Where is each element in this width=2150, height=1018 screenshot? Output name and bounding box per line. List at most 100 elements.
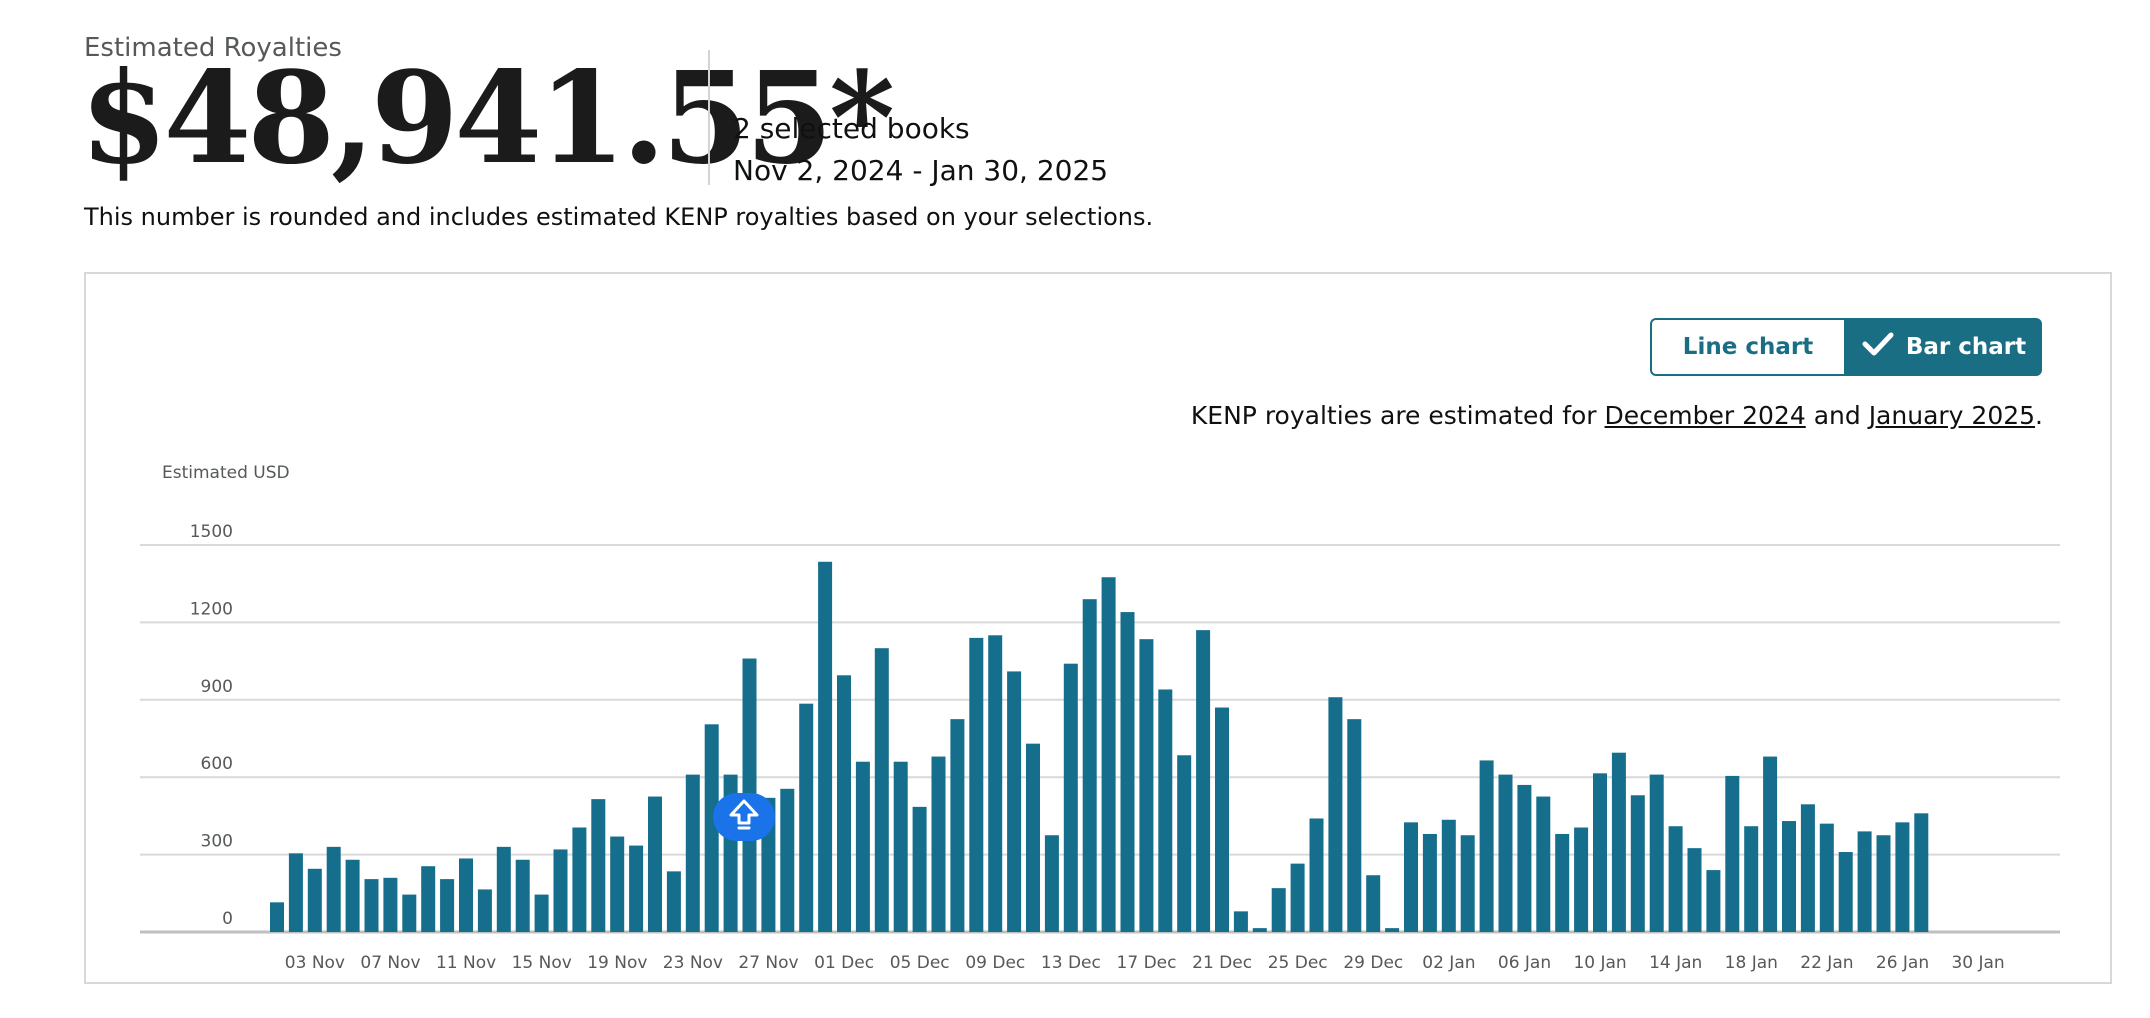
- bar[interactable]: [1026, 743, 1040, 932]
- bar[interactable]: [685, 774, 700, 932]
- bar[interactable]: [1725, 775, 1740, 932]
- bar[interactable]: [704, 724, 719, 932]
- december-2024-link[interactable]: December 2024: [1604, 401, 1806, 430]
- bar[interactable]: [1044, 835, 1059, 932]
- bar-chart-toggle-button[interactable]: Bar chart: [1846, 318, 2042, 376]
- bar[interactable]: [1139, 639, 1154, 932]
- bar[interactable]: [421, 866, 436, 932]
- bar[interactable]: [1385, 928, 1400, 932]
- bar[interactable]: [1158, 689, 1173, 932]
- bar[interactable]: [799, 703, 814, 932]
- bar[interactable]: [931, 756, 946, 932]
- bar[interactable]: [1007, 671, 1022, 932]
- bar[interactable]: [1309, 818, 1324, 932]
- bar[interactable]: [1744, 826, 1759, 932]
- bar[interactable]: [648, 796, 662, 932]
- bar[interactable]: [1347, 719, 1362, 932]
- bar[interactable]: [1630, 795, 1645, 932]
- bar[interactable]: [1233, 911, 1248, 932]
- bar[interactable]: [969, 637, 984, 932]
- bar[interactable]: [477, 889, 492, 932]
- bar[interactable]: [874, 648, 889, 932]
- x-tick-label: 11 Nov: [436, 953, 496, 973]
- bar[interactable]: [780, 788, 795, 932]
- bar[interactable]: [1063, 663, 1078, 932]
- scroll-up-button[interactable]: [713, 793, 775, 841]
- bar[interactable]: [288, 853, 303, 932]
- bar[interactable]: [1782, 821, 1796, 932]
- x-tick-label: 26 Jan: [1876, 953, 1929, 973]
- bar[interactable]: [459, 858, 473, 932]
- bar[interactable]: [1536, 796, 1551, 932]
- x-tick-label: 01 Dec: [814, 953, 874, 973]
- bar[interactable]: [1763, 756, 1778, 932]
- bar[interactable]: [1649, 774, 1664, 932]
- bar[interactable]: [1498, 774, 1513, 932]
- arrow-up-icon: [727, 798, 761, 836]
- bar[interactable]: [307, 868, 322, 932]
- bar[interactable]: [1441, 819, 1456, 932]
- bar[interactable]: [1101, 577, 1116, 932]
- bar[interactable]: [591, 799, 606, 932]
- bar[interactable]: [440, 879, 455, 932]
- bar[interactable]: [1687, 848, 1702, 932]
- bar-chart-label: Bar chart: [1905, 334, 2027, 360]
- bar[interactable]: [1460, 835, 1475, 932]
- bar[interactable]: [326, 846, 341, 932]
- bar[interactable]: [1914, 813, 1929, 932]
- bar[interactable]: [950, 719, 965, 932]
- bar[interactable]: [1404, 822, 1418, 932]
- bar[interactable]: [893, 761, 908, 932]
- bar[interactable]: [1196, 630, 1211, 932]
- bar[interactable]: [912, 806, 927, 932]
- bar[interactable]: [1593, 773, 1607, 932]
- bar[interactable]: [1668, 826, 1683, 932]
- bar[interactable]: [270, 902, 284, 932]
- bar[interactable]: [837, 675, 851, 932]
- bar[interactable]: [818, 561, 833, 932]
- january-2025-link[interactable]: January 2025: [1868, 401, 2036, 430]
- bar[interactable]: [553, 849, 568, 932]
- line-chart-toggle-button[interactable]: Line chart: [1650, 318, 1846, 376]
- x-tick-label: 14 Jan: [1649, 953, 1702, 973]
- bar[interactable]: [1555, 833, 1570, 932]
- bar[interactable]: [1120, 612, 1135, 932]
- bar[interactable]: [1517, 784, 1532, 932]
- bar[interactable]: [534, 894, 549, 932]
- bar[interactable]: [629, 845, 644, 932]
- bar[interactable]: [345, 859, 360, 932]
- bar[interactable]: [666, 871, 681, 932]
- bar[interactable]: [1800, 804, 1815, 932]
- bar[interactable]: [1215, 707, 1229, 932]
- chart-panel: [84, 272, 2112, 984]
- bar[interactable]: [1838, 852, 1853, 932]
- x-tick-label: 17 Dec: [1117, 953, 1177, 973]
- bar[interactable]: [572, 827, 587, 932]
- bar[interactable]: [1177, 755, 1192, 932]
- bar[interactable]: [1706, 870, 1721, 932]
- bar[interactable]: [1819, 823, 1834, 932]
- bar[interactable]: [610, 836, 625, 932]
- bar[interactable]: [402, 894, 417, 932]
- bar[interactable]: [1479, 760, 1494, 932]
- bar[interactable]: [1422, 833, 1437, 932]
- bar[interactable]: [1895, 822, 1910, 932]
- bar[interactable]: [988, 635, 1003, 932]
- bar[interactable]: [1290, 863, 1305, 932]
- bar[interactable]: [1366, 875, 1381, 932]
- bar[interactable]: [1876, 835, 1891, 932]
- bar[interactable]: [1574, 827, 1589, 932]
- bar[interactable]: [1082, 599, 1097, 932]
- x-tick-label: 29 Dec: [1343, 953, 1403, 973]
- bar[interactable]: [515, 859, 530, 932]
- bar[interactable]: [364, 879, 379, 932]
- bar[interactable]: [1252, 928, 1267, 932]
- bar[interactable]: [383, 877, 398, 932]
- bar[interactable]: [496, 846, 511, 932]
- bar[interactable]: [1271, 888, 1286, 932]
- bar[interactable]: [1328, 697, 1343, 932]
- bar[interactable]: [1857, 831, 1872, 932]
- date-range: Nov 2, 2024 - Jan 30, 2025: [733, 154, 1109, 187]
- bar[interactable]: [1611, 752, 1626, 932]
- bar[interactable]: [855, 761, 870, 932]
